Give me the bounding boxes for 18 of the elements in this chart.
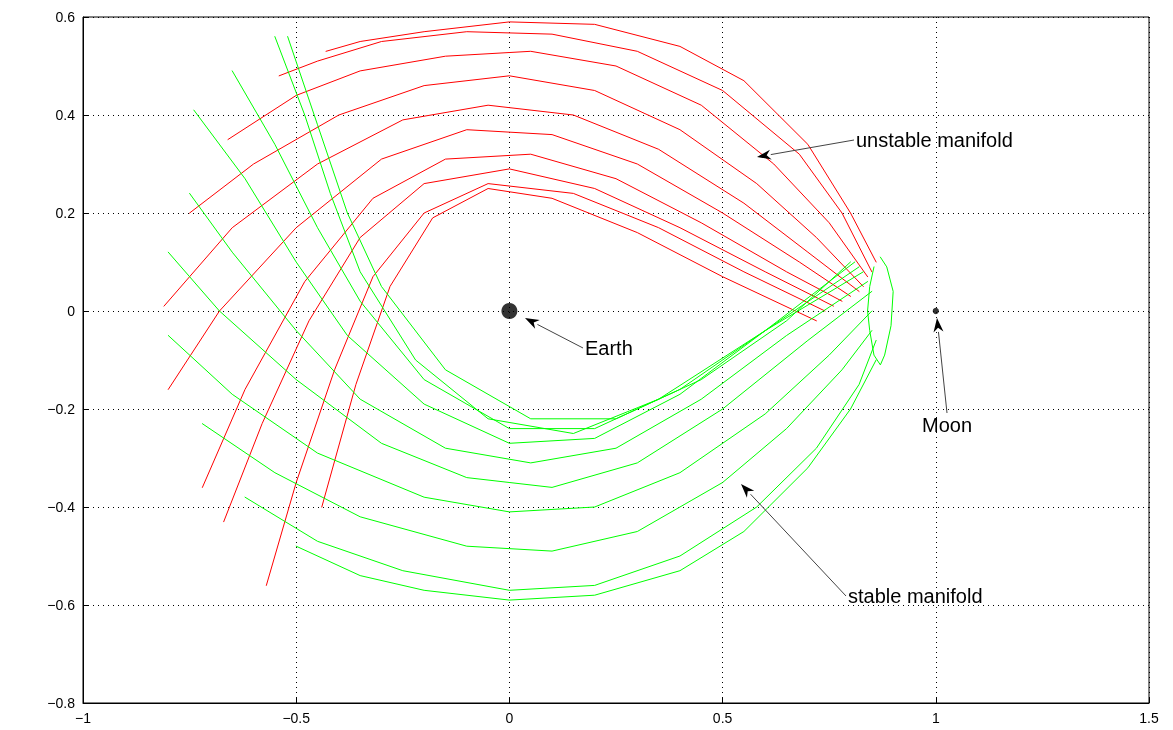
x-tick-label: −1	[75, 710, 92, 726]
x-tick-label: −0.5	[282, 710, 311, 726]
x-tick-label: 1	[931, 710, 940, 726]
y-tick-label: 0	[67, 303, 76, 319]
annotation: Moon	[921, 414, 973, 436]
x-tick-label: 0	[505, 710, 514, 726]
y-tick-label: 0.4	[55, 107, 76, 123]
y-tick-label: 0.2	[55, 205, 76, 221]
x-tick-label: 0.5	[712, 710, 733, 726]
y-tick-label: −0.6	[47, 597, 76, 613]
annotation: stable manifold	[848, 585, 983, 607]
y-tick-label: 0.6	[55, 9, 76, 25]
annotation: unstable manifold	[856, 129, 1013, 151]
y-tick-label: −0.4	[47, 499, 76, 515]
y-tick-label: −0.8	[47, 695, 76, 711]
annotation: Earth	[585, 337, 633, 359]
y-tick-label: −0.2	[47, 401, 76, 417]
x-tick-label: 1.5	[1139, 710, 1159, 726]
